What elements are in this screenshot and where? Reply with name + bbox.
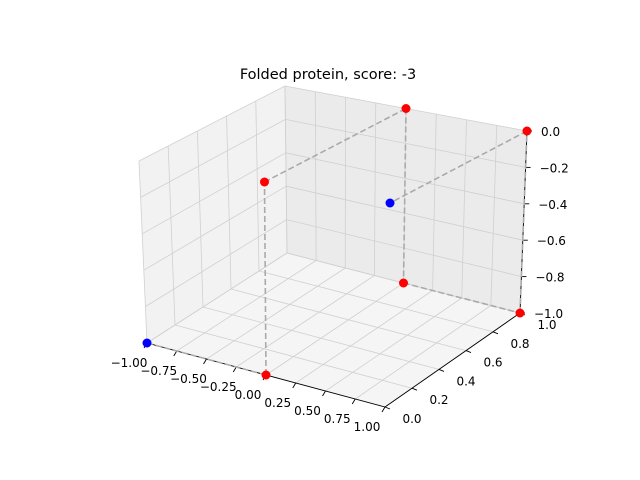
x-tick-label: 0.00 — [235, 388, 262, 402]
y-axis-ticks: 0.0 0.2 0.4 0.6 0.8 1.0 — [384, 312, 557, 426]
grid-line-y-floor — [230, 288, 467, 351]
y-tick-mark — [411, 387, 418, 391]
z-tick-label: −1.0 — [534, 307, 563, 321]
grid-line-x-back — [373, 102, 377, 276]
grid-line-y-left — [197, 130, 204, 308]
grid-line-z-back — [285, 152, 525, 205]
residue-point — [261, 370, 271, 380]
x-tick-mark — [203, 358, 207, 365]
y-tick-label: 0.2 — [429, 393, 448, 407]
grid-line-y-floor — [258, 270, 494, 333]
chain-bond — [519, 130, 528, 314]
grid-line-z-left — [142, 152, 286, 235]
grid-line-z-back — [285, 119, 526, 168]
residue-point — [401, 104, 411, 113]
grid-line-x-back — [432, 114, 437, 291]
grid-line-x-floor — [355, 305, 492, 400]
grid-line-x-floor — [295, 290, 433, 384]
chain-bond — [403, 282, 521, 314]
y-tick-mark — [384, 406, 391, 410]
chain-bond — [402, 108, 407, 284]
chain-bond — [263, 181, 267, 376]
grid-line-x-back — [490, 125, 498, 306]
y-tick-mark — [438, 368, 445, 372]
y-tick-label: 0.8 — [510, 337, 529, 351]
y-tick-label: 0.6 — [483, 356, 502, 370]
y-axis-line — [384, 312, 521, 408]
residue-point — [515, 308, 525, 318]
y-tick-label: 0.4 — [456, 374, 475, 388]
left-pane — [139, 86, 287, 343]
chart-title: Folded protein, score: -3 — [240, 67, 416, 83]
x-tick-mark — [322, 390, 326, 397]
x-tick-label: 1.00 — [354, 420, 381, 434]
z-tick-label: −0.8 — [535, 271, 564, 285]
grid-line-y-left — [226, 115, 232, 290]
grid-line-z-left — [140, 119, 286, 198]
x-tick-label: −0.50 — [170, 372, 207, 386]
x-tick-label: 0.50 — [294, 404, 321, 418]
x-tick-mark — [232, 366, 237, 373]
z-tick-label: −0.6 — [537, 234, 566, 248]
x-tick-mark — [351, 398, 356, 405]
grid-line-x-floor — [176, 260, 317, 352]
x-tick-label: 0.25 — [264, 396, 291, 410]
residue-point — [260, 177, 269, 187]
y-tick-mark — [465, 350, 472, 354]
grid-line-x-back — [461, 119, 467, 299]
x-tick-mark — [292, 382, 297, 389]
x-tick-label: −0.25 — [200, 380, 237, 394]
grid-line-x-floor — [265, 282, 404, 376]
chain-bond — [146, 342, 267, 376]
residue-point — [399, 278, 408, 288]
z-tick-label: −0.4 — [538, 198, 567, 212]
grid-line-y-left — [284, 85, 288, 254]
x-tick-label: 0.75 — [324, 412, 351, 426]
z-tick-label: 0.0 — [541, 125, 560, 139]
grid-line-x-floor — [236, 275, 375, 368]
grid-line-z-left — [146, 252, 288, 344]
grid-line-y-left — [167, 145, 176, 326]
grid-line-x-floor — [325, 297, 462, 392]
grid-line-z-left — [145, 219, 287, 307]
grid-line-z-left — [143, 185, 287, 271]
x-tick-mark — [381, 406, 386, 413]
grid-line-x-floor — [206, 267, 346, 360]
y-tick-mark — [492, 331, 499, 335]
y-tick-label: 1.0 — [537, 318, 556, 332]
x-tick-label: −1.00 — [111, 356, 148, 370]
x-tick-label: −0.75 — [140, 364, 177, 378]
y-tick-label: 0.0 — [402, 412, 421, 426]
residue-points — [142, 104, 532, 380]
z-axis-ticks: 0.0 −0.2 −0.4 −0.6 −0.8 −1.0 — [520, 125, 569, 321]
residue-point — [385, 198, 395, 208]
residue-point — [522, 126, 532, 136]
grid-line-y-floor — [174, 324, 413, 389]
grid-line-y-left — [138, 160, 148, 344]
grid-line-z-left — [138, 85, 286, 162]
x-tick-mark — [173, 350, 178, 357]
chain-bond — [389, 130, 528, 204]
grid-line-y-left — [255, 100, 260, 272]
residue-point — [142, 338, 152, 348]
z-tick-label: −0.2 — [540, 161, 569, 175]
grid-line-y-floor — [202, 306, 440, 370]
protein-chain — [146, 107, 528, 376]
x-axis-ticks: −1.00−0.75−0.50−0.250.000.250.500.751.00 — [111, 342, 386, 434]
grid-line-x-back — [314, 91, 317, 261]
